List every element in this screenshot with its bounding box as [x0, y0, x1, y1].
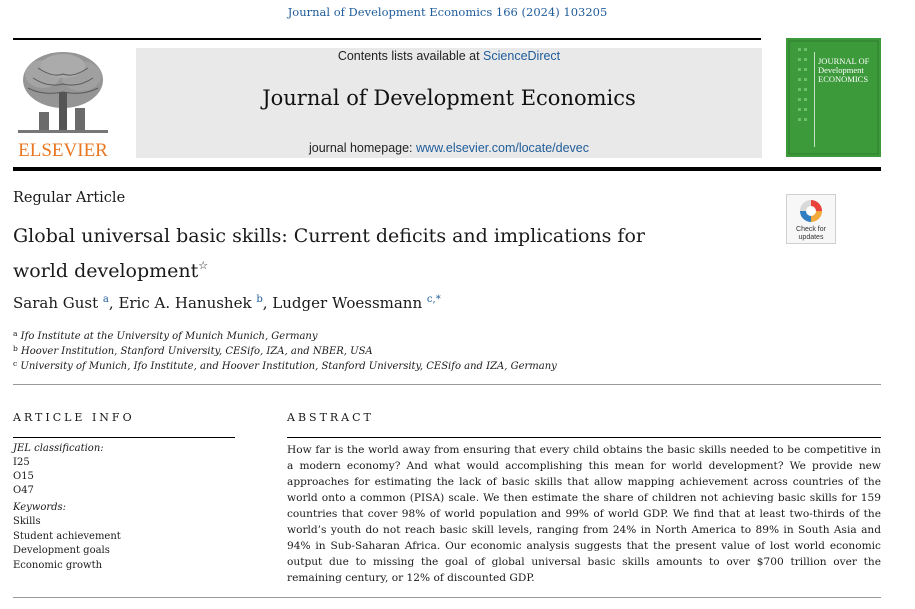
title-footnote-star-icon[interactable]: ☆ — [198, 259, 209, 272]
affiliation-text: University of Munich, Ifo Institute, and… — [20, 361, 557, 372]
author-name: Ludger Woessmann — [272, 294, 423, 312]
cover-line: ECONOMICS — [818, 74, 869, 84]
elsevier-tree-icon: ELSEVIER — [18, 52, 108, 161]
paper-title-line-2: world development — [13, 260, 199, 282]
journal-banner — [136, 48, 762, 158]
elsevier-logo[interactable]: ELSEVIER — [13, 48, 113, 161]
contents-line: Contents lists available at ScienceDirec… — [136, 49, 762, 63]
author-separator: , — [262, 294, 273, 312]
cover-title: JOURNAL OF Development ECONOMICS — [818, 57, 880, 84]
homepage-prefix: journal homepage: — [308, 141, 417, 155]
keyword[interactable]: Student achievement — [13, 531, 121, 542]
header-rule-top — [13, 38, 761, 40]
keyword[interactable]: Skills — [13, 516, 41, 527]
affiliation: c University of Munich, Ifo Institute, a… — [13, 359, 557, 372]
affiliation-text: Ifo Institute at the University of Munic… — [20, 331, 318, 342]
sciencedirect-link[interactable]: ScienceDirect — [483, 49, 561, 63]
jel-code[interactable]: O15 — [13, 471, 34, 482]
jel-label: JEL classification: — [13, 443, 104, 454]
abstract-rule — [287, 437, 881, 438]
journal-citation[interactable]: Journal of Development Economics 166 (20… — [287, 5, 608, 19]
article-info-rule — [13, 437, 235, 438]
author-name: Sarah Gust — [13, 294, 99, 312]
abstract-heading: ABSTRACT — [287, 411, 374, 424]
crossmark-label-line: Check for — [796, 226, 827, 233]
section-divider — [13, 384, 881, 385]
jel-code[interactable]: O47 — [13, 485, 34, 496]
abstract-text: How far is the world away from ensuring … — [287, 444, 881, 584]
affiliation-mark: b — [13, 344, 18, 353]
elsevier-wordmark: ELSEVIER — [18, 140, 108, 160]
jel-code[interactable]: I25 — [13, 457, 30, 468]
affiliation: b Hoover Institution, Stanford Universit… — [13, 344, 373, 357]
journal-cover[interactable] — [786, 38, 881, 157]
cover-art-icon — [786, 38, 881, 157]
author-separator: , — [108, 294, 119, 312]
author-list: Sarah Gust a, Eric A. Hanushek b, Ludger… — [13, 294, 441, 312]
affiliation-mark: a — [13, 329, 18, 338]
article-type: Regular Article — [13, 190, 126, 206]
author-affil-mark[interactable]: c,* — [426, 294, 441, 305]
paper-title: Global universal basic skills: Current d… — [13, 222, 713, 286]
cover-line: Development — [818, 65, 864, 75]
paper-title-line: Global universal basic skills: Current d… — [13, 225, 645, 247]
author-name: Eric A. Hanushek — [118, 294, 252, 312]
keywords-label: Keywords: — [13, 502, 67, 513]
author-affil-mark[interactable]: a — [102, 294, 109, 305]
affiliation: a Ifo Institute at the University of Mun… — [13, 329, 318, 342]
homepage-line: journal homepage: www.elsevier.com/locat… — [136, 141, 762, 155]
paper-title-line: world development☆ — [13, 251, 713, 286]
homepage-link[interactable]: www.elsevier.com/locate/devec — [416, 141, 590, 155]
keyword[interactable]: Development goals — [13, 545, 110, 556]
crossmark-icon: Check for updates — [796, 200, 827, 241]
affiliation-mark: c — [13, 359, 18, 368]
author-affil-mark[interactable]: b — [256, 294, 263, 305]
keyword[interactable]: Economic growth — [13, 560, 103, 571]
affiliation-text: Hoover Institution, Stanford University,… — [21, 346, 373, 357]
crossmark-label-line: updates — [799, 234, 824, 241]
cover-line: JOURNAL OF — [818, 56, 870, 66]
header-rule-bottom — [13, 167, 881, 171]
contents-prefix: Contents lists available at — [337, 49, 484, 63]
bottom-divider — [13, 597, 881, 598]
check-for-updates-button[interactable]: Check for updates — [786, 194, 836, 244]
article-info-heading: ARTICLE INFO — [13, 411, 135, 424]
journal-title: Journal of Development Economics — [262, 86, 636, 110]
